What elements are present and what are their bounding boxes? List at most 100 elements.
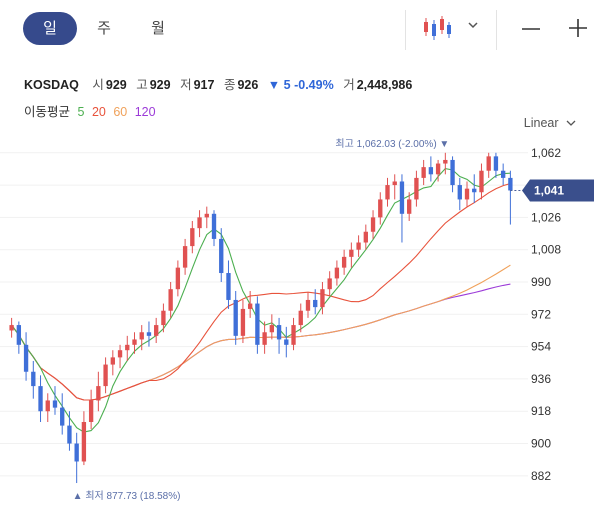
y-tick-label: 972 [531,307,551,321]
candle [399,174,405,243]
candle [472,174,477,204]
tab-month[interactable]: 월 [151,20,165,37]
period-toolbar: 일 주 월 [0,0,594,58]
candle-body [16,325,22,345]
high-value: 929 [149,78,171,92]
candle [204,206,209,229]
candle [356,235,361,257]
candle-body [298,310,303,326]
candle-body [139,332,144,340]
candle-body [255,303,260,345]
y-tick-label: 954 [531,340,551,354]
candle [392,174,397,200]
candle-body [132,339,137,345]
candle-body [96,386,101,401]
volume-label: 거 [343,78,355,92]
candle [88,389,94,430]
candle-body [443,159,448,164]
candle-body [291,325,296,345]
candle-body [67,425,72,444]
tab-week[interactable]: 주 [97,20,111,37]
candle-body [9,325,14,331]
candle-body [262,332,267,345]
candle-body [421,167,426,178]
candle [233,290,238,345]
candle [103,357,108,394]
candle-body [472,188,477,193]
chevron-down-icon[interactable] [466,18,480,32]
candle [334,260,340,286]
candle [110,350,115,376]
ma-60-line [11,264,511,401]
ma-60-label: 60 [113,105,128,119]
candle [407,192,412,221]
scale-selector[interactable]: Linear [524,116,576,130]
candle-body [399,181,405,214]
candle-body [219,238,224,274]
candle-body [247,303,253,309]
candle-body [204,213,209,218]
toolbar-divider [496,10,497,50]
candle [414,170,419,207]
ticker-name: KOSDAQ [24,78,79,92]
y-tick-label: 1,008 [531,243,561,257]
candle-body [305,299,311,311]
change-arrow: ▼ [267,78,281,92]
candle-body [269,325,275,333]
candle [486,152,491,178]
candle [313,289,318,315]
minus-icon[interactable] [520,19,542,39]
candle [240,299,246,344]
candle [182,238,188,275]
close-label: 종 [223,78,236,92]
high-label: 고 [136,78,148,92]
candle [363,224,368,250]
candle [247,290,253,318]
candle-body [464,188,470,200]
scale-label: Linear [523,116,559,130]
candle-body [74,443,79,462]
candle [385,177,390,207]
tab-day[interactable]: 일 [23,12,77,45]
min-price-annotation: ▲ 최저 877.73 (18.58%) [73,490,181,502]
y-tick-label: 900 [531,437,551,451]
candle-body [182,246,188,268]
candlestick-icon[interactable] [422,14,452,42]
candle [125,335,130,361]
current-price-label: 1,041 [534,183,564,197]
candle-body [313,299,318,308]
candle-body [146,332,152,336]
candle-body [88,400,94,422]
ma-120-label: 120 [134,105,156,119]
candle [291,317,296,351]
low-label: 저 [180,78,192,92]
candle-body [31,371,36,387]
candle [457,177,462,211]
candle-body [500,170,506,178]
candle [96,371,101,412]
candle [255,296,260,354]
candle-body [197,217,202,229]
candle [508,170,513,225]
candle [211,210,217,247]
ma-20-label: 20 [91,105,106,119]
candle [284,326,289,358]
candle-body [356,242,361,250]
candle-body [161,310,166,326]
candle-body [211,213,217,239]
plus-icon[interactable] [567,17,589,39]
candle [45,393,50,422]
candle [67,411,72,451]
candle [327,271,332,297]
candle-body [52,400,58,408]
candle [370,210,376,239]
y-tick-label: 882 [531,469,551,483]
candle [226,260,231,309]
candle-body [240,308,246,336]
candle-body [327,278,332,290]
ma-20-line [11,183,511,401]
candle [298,303,303,333]
candle-body [428,167,434,175]
